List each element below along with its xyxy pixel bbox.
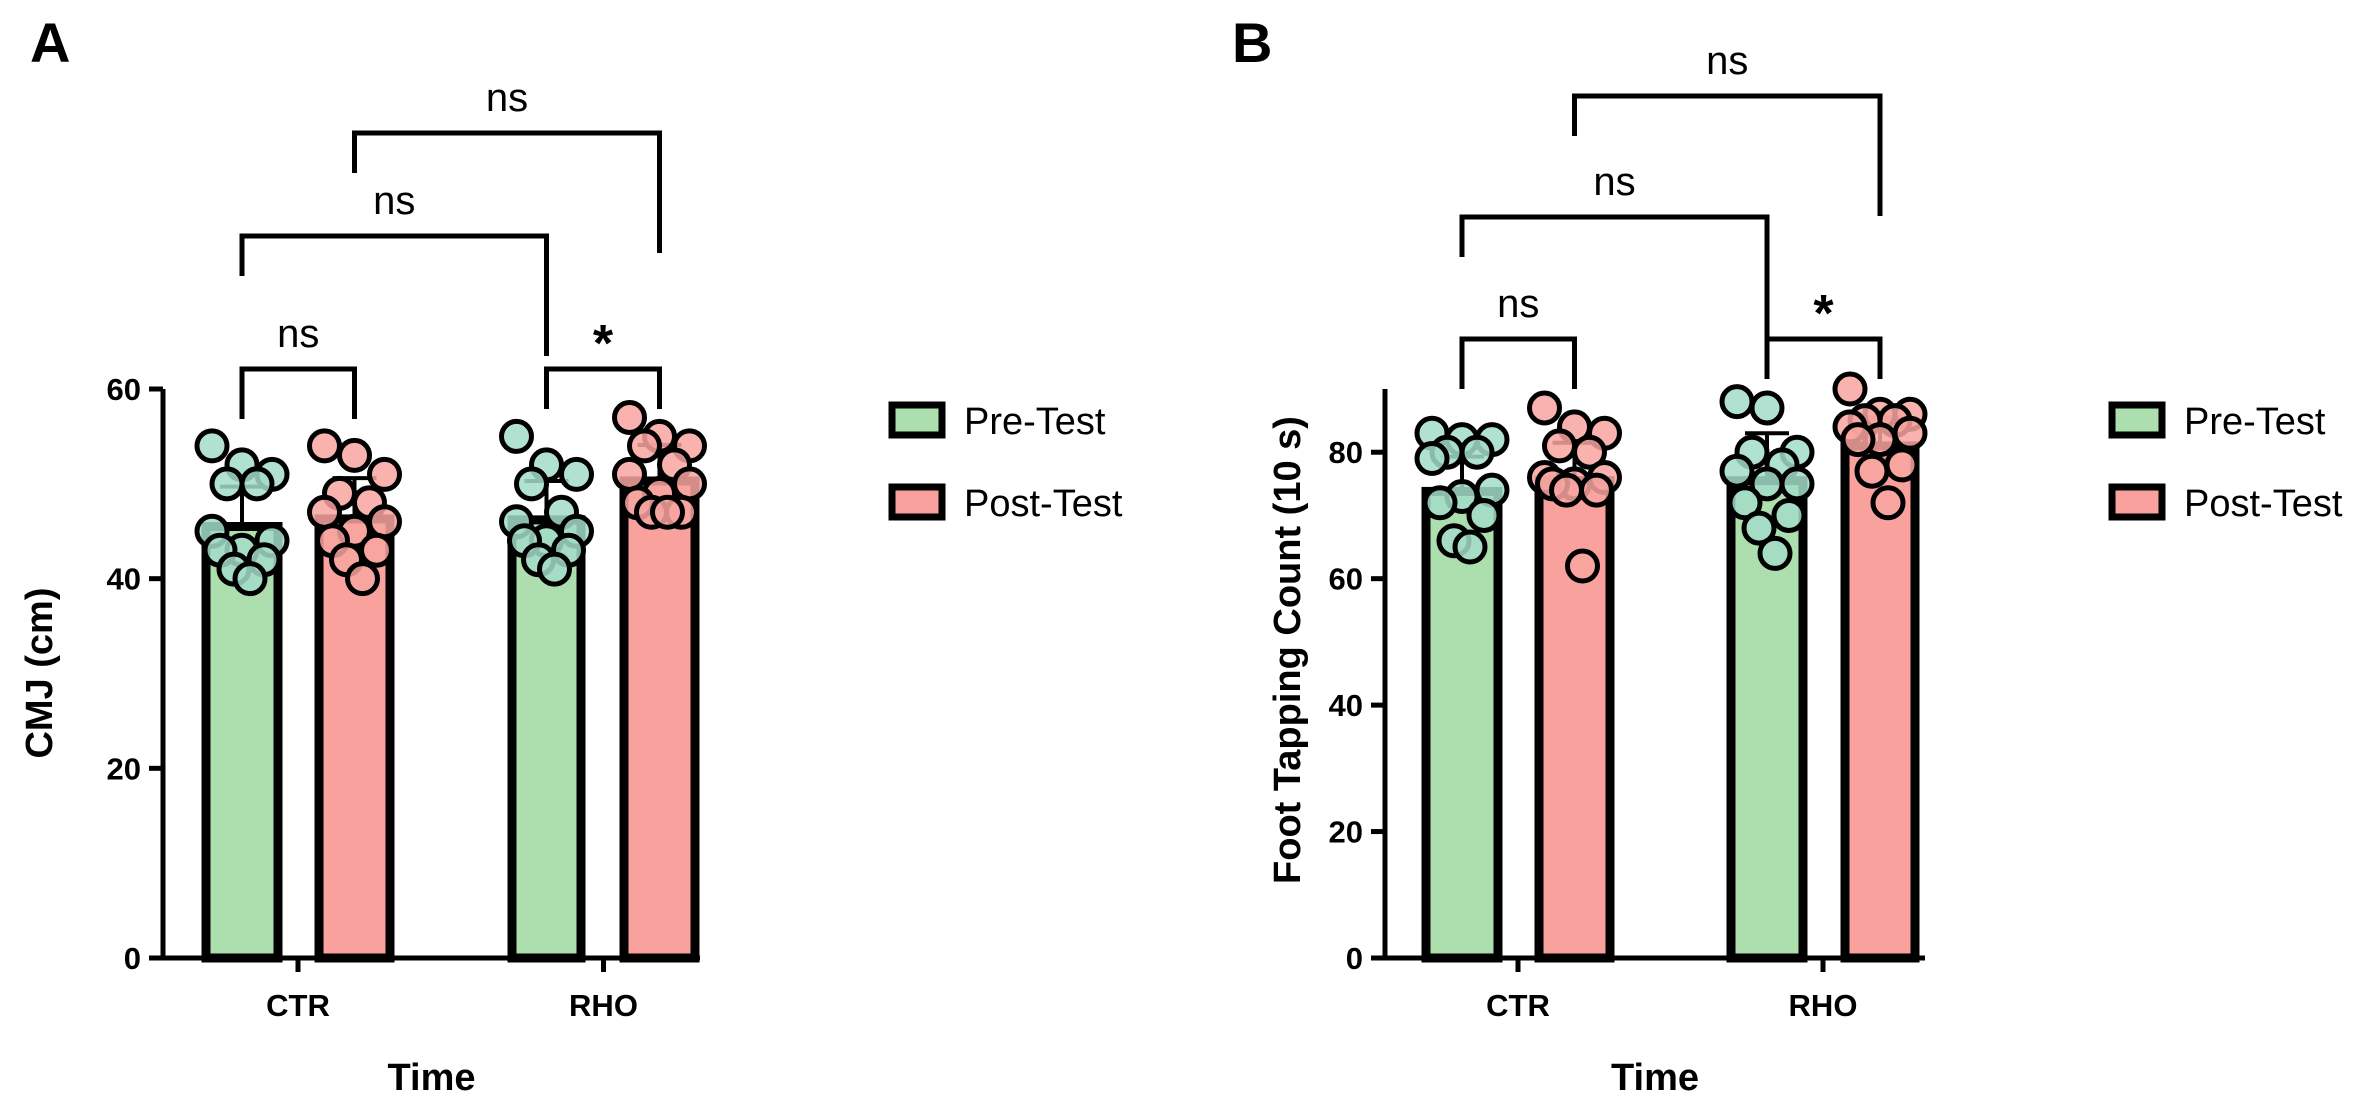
significance-label: ns <box>1497 282 1539 326</box>
x-axis-label: Time <box>1611 1057 1699 1099</box>
data-point <box>559 456 594 492</box>
data-point <box>239 466 275 502</box>
data-point <box>345 561 380 597</box>
data-point <box>1452 529 1488 565</box>
data-point <box>1757 535 1793 571</box>
significance-label: ns <box>486 76 528 120</box>
significance-bracket <box>1459 336 1577 389</box>
significance-bracket <box>239 366 357 419</box>
significance-label: ns <box>373 179 415 223</box>
legend-swatch-pre <box>888 401 946 439</box>
data-point <box>1414 441 1450 477</box>
data-point <box>1832 371 1868 407</box>
data-point <box>1840 422 1876 458</box>
significance-label: ns <box>1706 39 1748 83</box>
data-point <box>367 456 402 492</box>
data-point <box>499 418 534 454</box>
data-point <box>1579 472 1614 508</box>
data-point <box>612 399 647 435</box>
y-tick-label: 80 <box>1329 435 1363 470</box>
x-tick-label: CTR <box>266 988 330 1023</box>
legend-swatch-post <box>888 483 946 521</box>
panel-b: B 0 20 40 60 80 CTR RHO Time Foot Tapping Count (… <box>1232 11 2343 1099</box>
y-tick-label: 60 <box>1329 562 1363 597</box>
data-point <box>650 494 685 530</box>
data-point <box>1719 453 1755 489</box>
y-axis-label: Foot Tapping Count (10 s) <box>1267 416 1309 884</box>
bar-rho-pre <box>507 515 586 963</box>
data-point <box>359 532 394 568</box>
data-point <box>307 428 342 464</box>
y-tick-label: 0 <box>1346 941 1363 976</box>
data-point <box>1527 390 1562 426</box>
data-point <box>1749 466 1785 502</box>
data-point <box>672 466 707 502</box>
y-tick-label: 0 <box>124 941 141 976</box>
y-tick-label: 20 <box>1329 815 1363 850</box>
legend-label: Post-Test <box>964 483 1123 525</box>
bar-rho-post <box>619 476 700 963</box>
significance-bracket <box>1459 214 1770 337</box>
data-point <box>1549 472 1584 508</box>
panel-letter: B <box>1232 11 1272 74</box>
legend-label: Pre-Test <box>2184 401 2326 443</box>
bar-rho-post <box>1840 441 1920 963</box>
data-point <box>1870 485 1906 521</box>
legend-label: Pre-Test <box>964 401 1106 443</box>
y-tick-label: 20 <box>107 751 141 786</box>
data-point <box>1422 485 1458 521</box>
significance-label: * <box>593 315 614 373</box>
panel-a: A 0 20 40 60 CTR RHO Time CMJ (cm) ns ns ns * Pre-Tes… <box>19 11 1123 1099</box>
x-tick-label: RHO <box>569 988 638 1023</box>
data-point <box>1719 384 1755 420</box>
data-point <box>209 466 245 502</box>
data-point <box>537 551 572 587</box>
y-tick-label: 40 <box>1329 688 1363 723</box>
data-point <box>1466 497 1502 533</box>
data-point <box>1542 428 1577 464</box>
significance-label: ns <box>1593 160 1635 204</box>
legend-swatch-pre <box>2108 401 2166 439</box>
data-point <box>1884 447 1920 483</box>
significance-bracket <box>1572 93 1883 216</box>
legend-swatch-post <box>2108 483 2166 521</box>
legend-label: Post-Test <box>2184 483 2343 525</box>
data-point <box>1565 548 1600 584</box>
data-point <box>1459 434 1495 470</box>
data-point <box>1854 453 1890 489</box>
data-point <box>514 466 549 502</box>
significance-bracket <box>239 233 549 356</box>
data-point <box>194 428 230 464</box>
data-point <box>1892 415 1928 451</box>
x-axis-label: Time <box>387 1057 475 1099</box>
data-point <box>307 494 342 530</box>
data-point <box>612 456 647 492</box>
data-point <box>337 437 372 473</box>
significance-label: ns <box>277 312 319 356</box>
data-point <box>1771 497 1807 533</box>
data-point <box>367 504 402 540</box>
data-point <box>1749 390 1785 426</box>
x-tick-label: CTR <box>1486 988 1550 1023</box>
panel-letter: A <box>30 11 70 74</box>
data-point <box>232 561 268 597</box>
significance-bracket <box>352 130 662 253</box>
data-point <box>1741 510 1777 546</box>
data-point <box>1572 434 1607 470</box>
data-point <box>627 428 662 464</box>
x-tick-label: RHO <box>1789 988 1858 1023</box>
y-tick-label: 40 <box>107 562 141 597</box>
significance-bracket <box>1764 336 1883 379</box>
y-axis-label: CMJ (cm) <box>19 587 61 758</box>
data-point <box>1779 466 1815 502</box>
significance-label: * <box>1813 285 1834 343</box>
y-tick-label: 60 <box>107 372 141 407</box>
significance-bracket <box>544 366 662 409</box>
